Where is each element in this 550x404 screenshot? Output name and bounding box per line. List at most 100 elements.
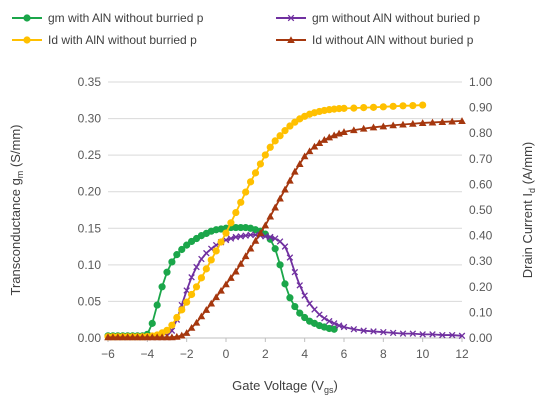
data-point <box>409 330 417 337</box>
data-point <box>419 331 426 338</box>
data-point <box>138 333 147 341</box>
legend-label: gm without AlN without buried p <box>312 11 480 25</box>
data-point <box>399 102 407 110</box>
y-right-tick-label: 0.00 <box>469 331 493 345</box>
x-axis-title: Gate Voltage (Vgs) <box>232 378 338 395</box>
x-tick-label: 4 <box>301 347 308 361</box>
legend-item: gm without AlN without buried p <box>276 11 480 25</box>
series-line <box>108 104 423 338</box>
data-point <box>291 118 299 126</box>
data-point <box>325 317 333 325</box>
data-point <box>23 36 31 44</box>
data-point <box>286 254 294 261</box>
data-point <box>301 292 308 299</box>
data-point <box>389 102 397 110</box>
series-line <box>108 120 463 339</box>
data-point <box>217 286 225 294</box>
y-right-tick-label: 0.70 <box>469 152 493 166</box>
data-point <box>217 238 225 246</box>
data-point <box>271 235 279 242</box>
data-point <box>207 299 216 307</box>
data-point <box>202 306 211 313</box>
y-right-tick-label: 0.40 <box>469 229 493 243</box>
data-point <box>198 255 205 263</box>
data-point <box>286 122 294 130</box>
data-point <box>448 331 456 339</box>
data-point <box>158 333 166 341</box>
x-tick-label: −2 <box>180 347 194 361</box>
data-point <box>266 233 274 241</box>
data-point <box>429 331 436 338</box>
data-point <box>148 333 157 341</box>
data-point <box>212 247 220 255</box>
data-point <box>197 274 206 282</box>
data-point <box>256 229 265 237</box>
data-point <box>335 322 343 329</box>
data-point <box>153 301 161 309</box>
y-left-tick-label: 0.25 <box>78 148 102 162</box>
data-point <box>168 321 176 329</box>
data-point <box>448 117 456 125</box>
data-point <box>178 306 186 314</box>
data-point <box>360 104 368 112</box>
y-left-axis-title: Transconductance gm (S/mm) <box>8 124 25 295</box>
data-point <box>369 103 378 111</box>
data-point <box>438 118 447 125</box>
y-left-tick-label: 0.05 <box>78 294 102 308</box>
data-point <box>182 329 191 336</box>
data-point <box>173 313 181 322</box>
axis-titles: Gate Voltage (Vgs) Transconductance gm (S… <box>8 124 537 395</box>
data-point <box>114 333 122 341</box>
data-point <box>276 261 284 269</box>
data-point <box>242 188 250 196</box>
data-point <box>389 329 397 337</box>
data-point <box>281 243 289 250</box>
data-point <box>148 319 156 327</box>
data-point <box>266 143 274 151</box>
data-point <box>439 331 446 339</box>
data-point <box>321 314 328 322</box>
y-right-tick-label: 0.90 <box>469 101 493 115</box>
data-point <box>305 147 314 155</box>
data-point <box>261 221 270 229</box>
legend-item: Id with AlN without burried p <box>12 33 197 47</box>
data-point <box>291 302 299 311</box>
data-point <box>428 118 437 126</box>
y-right-tick-label: 1.00 <box>469 75 493 89</box>
data-point <box>163 268 171 276</box>
data-point <box>350 104 358 112</box>
x-tick-label: 8 <box>380 347 387 361</box>
data-point <box>287 14 295 22</box>
data-point <box>183 298 191 306</box>
data-point <box>325 133 334 141</box>
legend-label: gm with AlN without burried p <box>48 11 204 25</box>
data-point <box>123 333 132 341</box>
data-point <box>163 326 171 334</box>
series-2 <box>163 231 466 340</box>
y-right-axis-title: Drain Current Id (A/mm) <box>520 142 537 278</box>
y-right-tick-label: 0.50 <box>469 203 493 217</box>
data-point <box>418 119 427 126</box>
data-point <box>271 203 279 211</box>
series-3 <box>104 101 427 341</box>
data-point <box>359 124 368 132</box>
data-point <box>330 131 338 139</box>
data-point <box>187 290 196 299</box>
data-point <box>296 282 304 289</box>
data-point <box>281 185 289 193</box>
data-point <box>310 142 319 150</box>
data-point <box>458 117 466 124</box>
x-tick-label: 0 <box>223 347 230 361</box>
x-tick-label: −4 <box>140 347 154 361</box>
data-point <box>192 318 201 326</box>
data-point <box>261 151 269 159</box>
y-left-tick-label: 0.30 <box>78 112 102 126</box>
data-point <box>237 198 245 206</box>
legend: gm with AlN without burried p gm without … <box>12 11 480 47</box>
data-point <box>330 325 338 333</box>
data-point <box>197 312 206 320</box>
data-point <box>276 194 284 202</box>
data-point <box>380 328 387 336</box>
data-point <box>281 127 289 135</box>
